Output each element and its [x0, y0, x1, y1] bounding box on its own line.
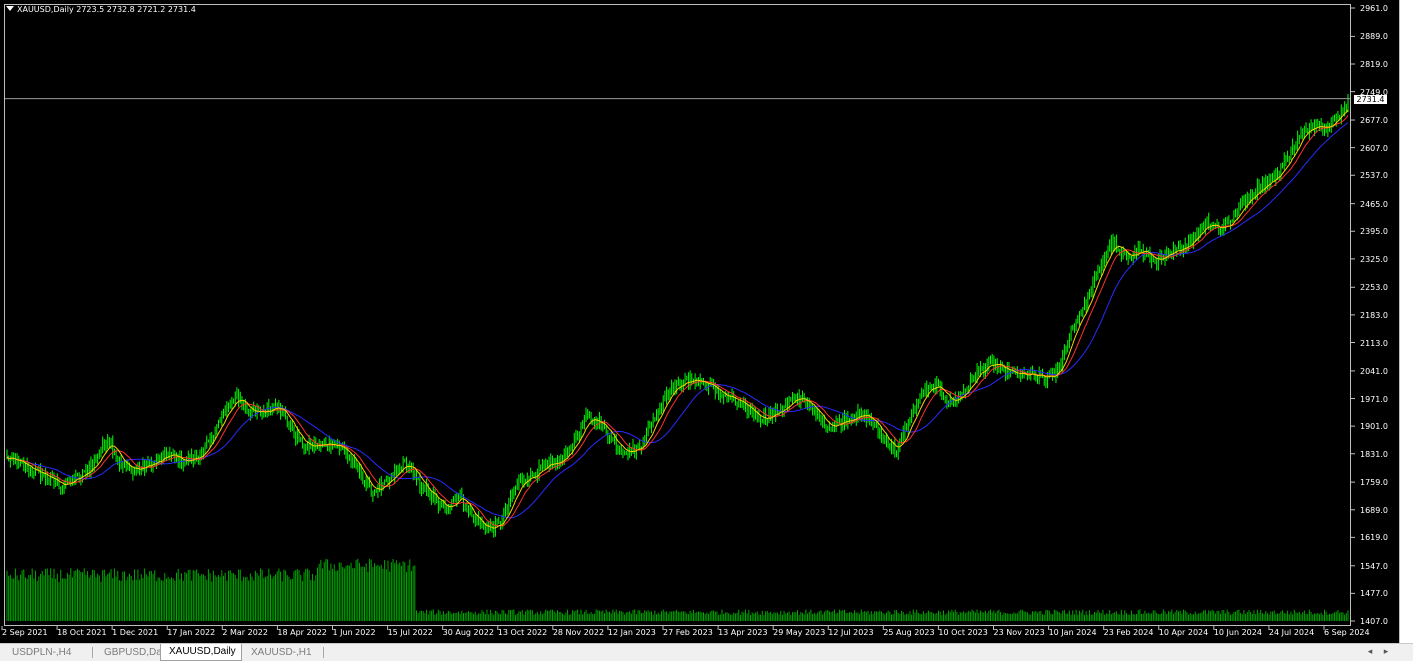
- price-tick-label: 2465.0: [1360, 199, 1388, 209]
- plot-area[interactable]: [4, 4, 1351, 626]
- time-tick-label: 10 Apr 2024: [1158, 628, 1209, 637]
- price-tick-label: 2889.0: [1360, 32, 1388, 42]
- price-tick-label: 2819.0: [1360, 60, 1388, 69]
- tab-usdpln-h4[interactable]: USDPLN-,H4: [12, 647, 72, 658]
- price-axis: 2961.0 2889.0 2819.0 2749.0 2677.0 2607.0 2537…: [1352, 0, 1400, 643]
- time-axis: 2 Sep 2021 18 Oct 2021 1 Dec 2021 17 Jan 20…: [0, 626, 1370, 643]
- tab-separator: [92, 647, 93, 658]
- time-tick-label: 1 Jun 2022: [332, 628, 376, 637]
- time-tick-label: 13 Apr 2023: [718, 628, 768, 637]
- time-tick-label: 25 Aug 2023: [883, 628, 935, 637]
- price-tick-label: 1689.0: [1360, 505, 1388, 515]
- price-tick-label: 1831.0: [1360, 449, 1388, 459]
- price-tick-label: 1901.0: [1360, 422, 1388, 432]
- price-tick-label: 1547.0: [1360, 561, 1388, 571]
- collapse-triangle-icon[interactable]: [6, 6, 14, 11]
- price-bars: [6, 93, 1349, 538]
- price-tick-label: 2961.0: [1360, 4, 1388, 13]
- time-tick-label: 15 Jul 2022: [387, 628, 433, 637]
- ma-fast-line: [6, 109, 1349, 529]
- price-tick-label: 2253.0: [1360, 283, 1388, 293]
- tab-xauusd-h1[interactable]: XAUUSD-,H1: [251, 647, 312, 658]
- time-tick-label: 10 Jan 2024: [1048, 628, 1097, 637]
- price-tick-label: 2537.0: [1360, 171, 1388, 181]
- tab-xauusd-daily[interactable]: XAUUSD,Daily: [160, 644, 242, 661]
- tabs-scroll-left-icon[interactable]: ◂: [1367, 647, 1373, 657]
- tab-separator: [323, 647, 324, 658]
- tabs-scroll-right-icon[interactable]: ▸: [1383, 647, 1389, 657]
- time-tick-label: 12 Jul 2023: [828, 628, 874, 637]
- current-price-tag: 2731.4: [1354, 94, 1387, 104]
- chart-tabs: USDPLN-,H4 GBPUSD,Daily XAUUSD,Daily XAU…: [0, 643, 1413, 661]
- time-tick-label: 12 Jan 2023: [607, 628, 656, 637]
- ma-slow-line: [6, 115, 1349, 527]
- time-tick-label: 24 Jul 2024: [1268, 628, 1315, 637]
- time-tick-label: 18 Oct 2021: [57, 628, 107, 637]
- time-tick-label: 6 Sep 2024: [1324, 628, 1370, 637]
- price-tick-label: 1759.0: [1360, 478, 1388, 488]
- time-tick-label: 23 Feb 2024: [1103, 628, 1154, 637]
- volume-histogram: [6, 558, 1349, 621]
- price-tick-label: 1477.0: [1360, 589, 1388, 599]
- time-tick-label: 18 Apr 2022: [277, 628, 327, 637]
- time-tick-label: 30 Aug 2022: [442, 628, 494, 637]
- price-tick-label: 2113.0: [1360, 338, 1388, 348]
- time-tick-label: 2 Sep 2021: [2, 628, 48, 637]
- price-tick-label: 2395.0: [1360, 227, 1388, 237]
- price-tick-label: 1971.0: [1360, 394, 1388, 404]
- price-tick-label: 1619.0: [1360, 533, 1388, 543]
- symbol-header-text: XAUUSD,Daily 2723.5 2732.8 2721.2 2731.4: [17, 5, 196, 14]
- time-tick-label: 23 Nov 2023: [993, 628, 1045, 637]
- price-tick-label: 2041.0: [1360, 366, 1388, 376]
- price-tick-label: 2677.0: [1360, 116, 1388, 126]
- time-tick-label: 17 Jan 2022: [167, 628, 216, 637]
- time-tick-label: 27 Feb 2023: [663, 628, 713, 637]
- time-tick-label: 1 Dec 2021: [112, 628, 159, 637]
- price-tick-label: 2749.0: [1360, 87, 1388, 97]
- time-tick-label: 10 Oct 2023: [938, 628, 988, 637]
- time-tick-label: 10 Jun 2024: [1213, 628, 1262, 637]
- time-tick-label: 13 Oct 2022: [497, 628, 548, 637]
- ma-long-line: [6, 122, 1349, 519]
- tab-gbpusd-daily[interactable]: GBPUSD,Daily: [104, 647, 172, 658]
- time-tick-label: 29 May 2023: [773, 628, 826, 637]
- price-tick-label: 2325.0: [1360, 254, 1388, 264]
- time-tick-label: 2 Mar 2022: [222, 628, 268, 637]
- price-tick-label: 1407.0: [1360, 617, 1388, 626]
- symbol-header: XAUUSD,Daily 2723.5 2732.8 2721.2 2731.4: [6, 5, 196, 17]
- chart-window[interactable]: XAUUSD,Daily 2723.5 2732.8 2721.2 2731.4…: [0, 0, 1400, 643]
- time-tick-label: 28 Nov 2022: [552, 628, 605, 637]
- price-tick-label: 2607.0: [1360, 143, 1388, 153]
- price-tick-label: 2183.0: [1360, 310, 1388, 320]
- price-chart[interactable]: [0, 0, 1400, 643]
